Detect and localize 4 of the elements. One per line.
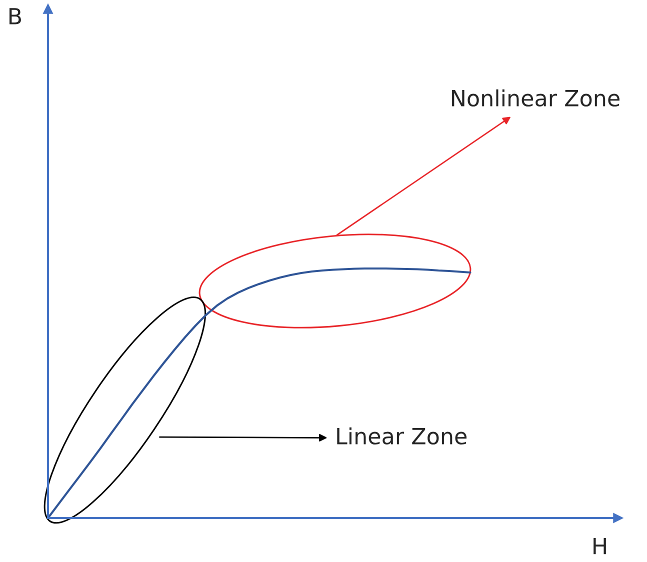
text: Nonlinear Zone bbox=[452, 89, 620, 107]
x-axis-title: H bbox=[594, 538, 606, 554]
text: B bbox=[9, 8, 21, 24]
annotation: Linear Zone bbox=[337, 427, 467, 445]
